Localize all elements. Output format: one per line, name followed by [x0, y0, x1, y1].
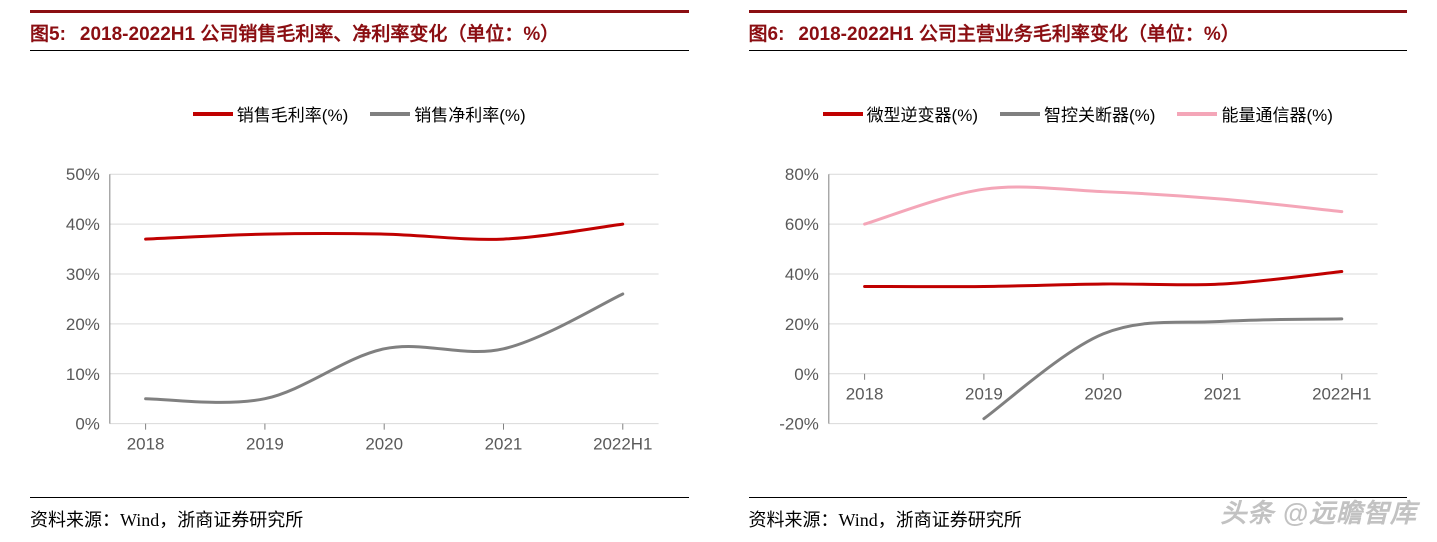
legend-label: 微型逆变器(%)	[867, 101, 978, 126]
svg-text:-20%: -20%	[779, 415, 819, 434]
svg-text:60%: 60%	[784, 215, 818, 234]
chart6-title: 2018-2022H1 公司主营业务毛利率变化（单位：%）	[798, 19, 1239, 46]
svg-text:2020: 2020	[365, 435, 403, 454]
svg-text:40%: 40%	[784, 265, 818, 284]
legend-label: 销售毛利率(%)	[237, 101, 348, 126]
chart5-legend: 销售毛利率(%) 销售净利率(%)	[30, 101, 689, 126]
svg-text:2019: 2019	[246, 435, 284, 454]
chart5-title-row: 图5: 2018-2022H1 公司销售毛利率、净利率变化（单位：%）	[30, 10, 689, 51]
svg-text:80%: 80%	[784, 165, 818, 184]
panel-chart6: 图6: 2018-2022H1 公司主营业务毛利率变化（单位：%） 微型逆变器(…	[719, 0, 1437, 542]
svg-text:30%: 30%	[66, 265, 100, 284]
svg-text:10%: 10%	[66, 365, 100, 384]
svg-text:20%: 20%	[784, 315, 818, 334]
svg-text:0%: 0%	[794, 365, 819, 384]
legend-swatch	[823, 112, 863, 116]
chart6-legend: 微型逆变器(%) 智控关断器(%) 能量通信器(%)	[749, 101, 1408, 126]
panel-chart5: 图5: 2018-2022H1 公司销售毛利率、净利率变化（单位：%） 销售毛利…	[0, 0, 719, 542]
legend-label: 能量通信器(%)	[1221, 101, 1332, 126]
svg-text:2018: 2018	[127, 435, 165, 454]
legend-swatch	[193, 112, 233, 116]
svg-text:2019: 2019	[965, 385, 1003, 404]
svg-text:2020: 2020	[1084, 385, 1122, 404]
svg-text:40%: 40%	[66, 215, 100, 234]
chart6-legend-item-1: 智控关断器(%)	[1000, 101, 1155, 126]
svg-text:2018: 2018	[845, 385, 883, 404]
chart5-area: 销售毛利率(%) 销售净利率(%) 0% 10% 20% 30% 40% 50% 2018 2…	[30, 51, 689, 497]
legend-label: 智控关断器(%)	[1044, 101, 1155, 126]
svg-text:2021: 2021	[485, 435, 523, 454]
watermark: 头条 @远瞻智库	[1220, 493, 1417, 530]
svg-text:50%: 50%	[66, 165, 100, 184]
svg-text:2022H1: 2022H1	[593, 435, 652, 454]
legend-swatch	[1177, 112, 1217, 116]
chart5-legend-item-1: 销售净利率(%)	[370, 101, 525, 126]
chart6-legend-item-0: 微型逆变器(%)	[823, 101, 978, 126]
legend-swatch	[1000, 112, 1040, 116]
chart5-title: 2018-2022H1 公司销售毛利率、净利率变化（单位：%）	[80, 19, 559, 46]
chart5-source: 资料来源：Wind，浙商证券研究所	[30, 497, 689, 532]
svg-text:2022H1: 2022H1	[1312, 385, 1371, 404]
chart6-area: 微型逆变器(%) 智控关断器(%) 能量通信器(%) -20% 0% 20% 40% 6…	[749, 51, 1408, 497]
chart6-title-row: 图6: 2018-2022H1 公司主营业务毛利率变化（单位：%）	[749, 10, 1408, 51]
svg-text:20%: 20%	[66, 315, 100, 334]
svg-text:0%: 0%	[75, 415, 100, 434]
chart6-fig-label: 图6:	[749, 19, 785, 46]
chart5-fig-label: 图5:	[30, 19, 66, 46]
legend-label: 销售净利率(%)	[414, 101, 525, 126]
svg-text:2021: 2021	[1203, 385, 1241, 404]
chart5-legend-item-0: 销售毛利率(%)	[193, 101, 348, 126]
chart6-legend-item-2: 能量通信器(%)	[1177, 101, 1332, 126]
legend-swatch	[370, 112, 410, 116]
